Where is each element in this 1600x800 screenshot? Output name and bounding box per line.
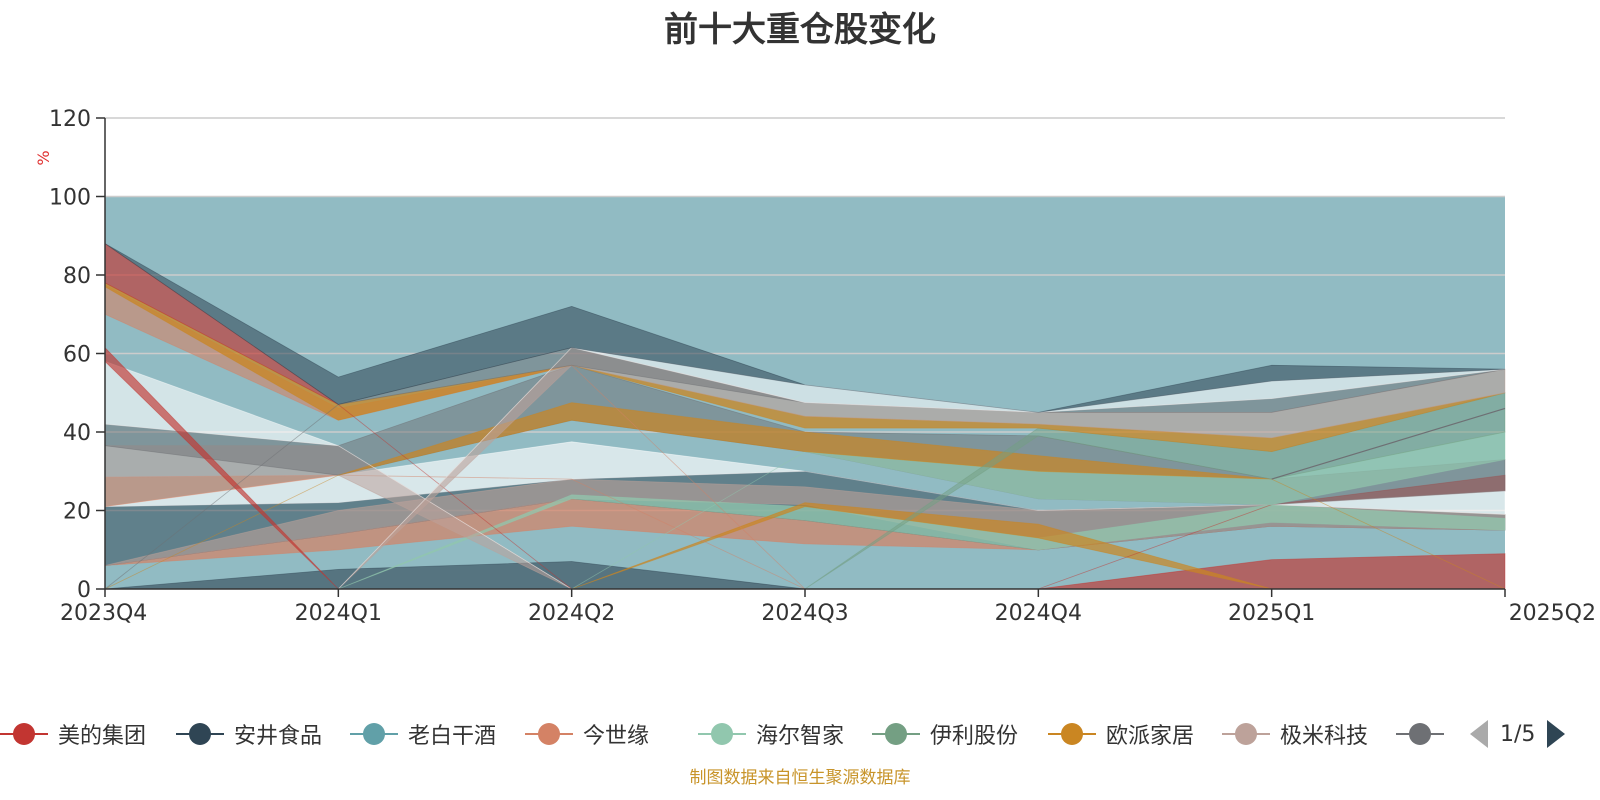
legend-pager: 1/5 — [1470, 716, 1566, 752]
legend-item[interactable]: 海尔智家 — [698, 716, 844, 752]
x-tick-label: 2025Q2 — [1509, 601, 1596, 626]
y-tick-label: 120 — [49, 107, 91, 132]
y-tick-label: 20 — [63, 500, 91, 525]
legend-marker-icon — [1222, 722, 1270, 746]
x-tick-label: 2024Q4 — [995, 601, 1082, 626]
y-tick-label: 40 — [63, 421, 91, 446]
legend-item[interactable]: 山i — [1396, 716, 1454, 752]
area-series-8 — [104, 441, 1506, 515]
legend-item[interactable]: 伊利股份 — [872, 716, 1018, 752]
y-tick-label: 60 — [63, 343, 91, 368]
legend-item[interactable]: 今世缘 — [525, 716, 649, 752]
x-tick-label: 2023Q4 — [60, 601, 147, 626]
legend-label: 欧派家居 — [1106, 724, 1195, 749]
area-layer — [104, 242, 1506, 590]
area-series-5 — [105, 494, 1506, 590]
area-series-23 — [104, 243, 1506, 413]
legend-marker-icon — [0, 722, 48, 746]
legend-item[interactable]: 老白干酒 — [350, 716, 496, 752]
legend-next-page-icon[interactable] — [1547, 720, 1566, 748]
legend-item[interactable]: 安井食品 — [176, 716, 322, 752]
legend: 美的集团 安井食品 老白干酒 今世缘 海尔智家 伊利股份 欧派家居 极米科技 山i — [0, 716, 1454, 752]
y-tick-label: 100 — [49, 186, 91, 211]
legend-label: 安井食品 — [234, 724, 323, 749]
legend-page-indicator: 1/5 — [1500, 721, 1536, 747]
area-chart: 0 20 40 60 80 100 120 2023Q4 2024Q1 2024Q2 2024Q3 2… — [34, 107, 1596, 626]
legend-item[interactable]: 极米科技 — [1222, 716, 1368, 752]
legend-label: 老白干酒 — [408, 724, 497, 749]
x-tick-label: 2024Q3 — [761, 601, 848, 626]
series-line-0 — [1271, 407, 1506, 480]
legend-label: 美的集团 — [58, 724, 147, 749]
area-series-12 — [105, 431, 1506, 590]
legend-marker-icon — [525, 722, 573, 746]
legend-marker-icon — [1396, 722, 1444, 746]
legend-marker-icon — [350, 722, 398, 746]
legend-prev-page-icon[interactable] — [1470, 720, 1488, 748]
legend-item[interactable]: 欧派家居 — [1048, 716, 1194, 752]
axis-layer: 0 20 40 60 80 100 120 2023Q4 2024Q1 2024Q2 2024Q3 2… — [34, 107, 1596, 626]
legend-item[interactable]: 美的集团 — [0, 716, 146, 752]
legend-marker-icon — [872, 722, 920, 746]
chart-title: 前十大重仓股变化 — [664, 10, 936, 50]
legend-label: 极米科技 — [1280, 724, 1369, 749]
y-axis-unit-label: % — [34, 150, 53, 165]
legend-marker-icon — [1048, 722, 1096, 746]
data-source-note: 制图数据来自恒生聚源数据库 — [689, 768, 911, 788]
legend-label: 海尔智家 — [756, 724, 845, 749]
legend-marker-icon — [176, 722, 224, 746]
x-tick-label: 2024Q2 — [528, 601, 615, 626]
y-tick-label: 0 — [77, 578, 91, 603]
x-tick-label: 2024Q1 — [295, 601, 382, 626]
y-tick-label: 80 — [63, 264, 91, 289]
legend-marker-icon — [698, 722, 746, 746]
legend-label: 今世缘 — [583, 724, 650, 749]
legend-label: 伊利股份 — [930, 724, 1019, 749]
x-tick-label: 2025Q1 — [1228, 601, 1315, 626]
